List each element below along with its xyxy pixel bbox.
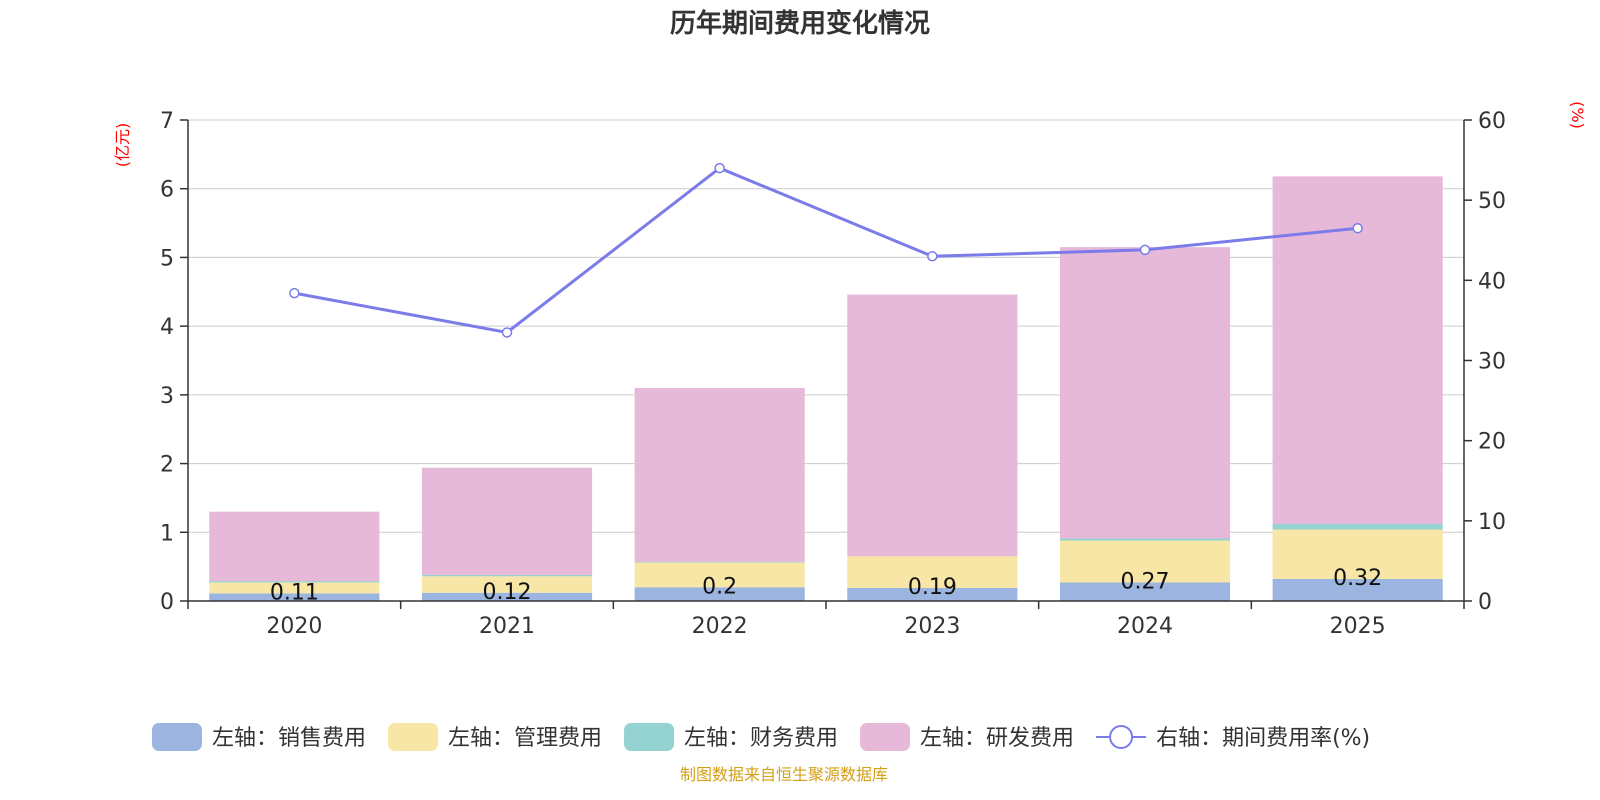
right-tick-label: 60 [1478, 109, 1506, 134]
legend-swatch-1 [152, 723, 202, 751]
left-tick-label: 5 [160, 246, 174, 271]
x-tick-label: 2021 [479, 614, 535, 639]
legend-swatch-4 [860, 723, 911, 751]
bar-value-label: 0.19 [908, 575, 957, 600]
right-tick-label: 30 [1478, 350, 1506, 375]
rate-point-2021 [501, 327, 513, 338]
x-tick-label: 2025 [1330, 614, 1386, 639]
bar-4-2024 [1059, 247, 1231, 539]
rate-line [294, 166, 1358, 335]
right-axis-unit: (%) [1568, 101, 1587, 129]
bar-2-2020 [209, 582, 380, 594]
left-tick-label: 6 [160, 178, 174, 203]
legend-label-4: 左轴：研发费用 [920, 726, 1074, 751]
bar-value-label: 0.2 [702, 574, 737, 599]
rate-point-2025 [1352, 222, 1363, 234]
bar-2-2023 [847, 556, 1018, 588]
rate-point-2020 [289, 287, 300, 299]
legend-label-5: 右轴：期间费用率(%) [1156, 726, 1370, 751]
legend-marker-icon [1109, 725, 1134, 749]
right-tick-label: 0 [1478, 590, 1492, 615]
left-tick-label: 2 [160, 453, 174, 478]
bar-value-label: 0.12 [483, 580, 532, 605]
source-note: 制图数据来自恒生聚源数据库 [680, 765, 888, 784]
bar-4-2022 [634, 387, 805, 562]
axes: 0 1 2 3 4 5 6 7 0 10 20 30 40 50 60 2020 2021 2022 2023 202… [160, 109, 1506, 639]
legend-label-1: 左轴：销售费用 [212, 726, 366, 751]
left-axis-unit: (亿元) [113, 123, 132, 168]
left-tick-label: 0 [160, 590, 174, 615]
bar-3-2022 [634, 561, 805, 563]
left-tick-label: 7 [160, 109, 174, 134]
bar-3-2021 [421, 574, 593, 577]
left-tick-label: 4 [160, 315, 174, 340]
chart-title: 历年期间费用变化情况 [670, 8, 930, 39]
data-labels: 0.11 0.12 0.2 0.19 0.27 0.32 [270, 566, 1382, 605]
legend-swatch-2 [388, 723, 439, 751]
bar-1-2025 [1272, 579, 1443, 601]
bar-2-2021 [421, 576, 593, 593]
right-tick-label: 20 [1478, 430, 1506, 455]
bar-2-2022 [634, 562, 805, 588]
x-tick-label: 2022 [692, 614, 748, 639]
right-tick-label: 50 [1478, 189, 1506, 214]
bar-3-2020 [209, 581, 380, 583]
bar-3-2025 [1272, 524, 1443, 530]
x-tick-label: 2024 [1117, 614, 1173, 639]
rate-line-series [289, 162, 1363, 338]
bar-1-2023 [847, 587, 1018, 601]
rate-point-2024 [1139, 244, 1151, 256]
grid-lines [188, 119, 1464, 533]
legend-label-3: 左轴：财务费用 [684, 726, 838, 751]
bar-value-label: 0.11 [270, 580, 319, 605]
bar-4-2023 [847, 294, 1018, 557]
rate-point-2023 [927, 251, 938, 262]
legend-label-2: 左轴：管理费用 [448, 726, 602, 751]
rate-point-2022 [714, 162, 725, 174]
legend-swatch-3 [624, 723, 675, 751]
left-tick-label: 3 [160, 384, 174, 409]
legend: 左轴：销售费用 左轴：管理费用 左轴：财务费用 左轴：研发费用 右轴：期间费用率(%) [152, 723, 1370, 751]
bar-1-2021 [421, 592, 593, 601]
x-tick-label: 2020 [266, 614, 322, 639]
right-tick-label: 10 [1478, 510, 1506, 535]
bar-series [209, 176, 1443, 601]
bar-1-2024 [1059, 582, 1231, 601]
bar-value-label: 0.27 [1121, 569, 1170, 594]
bar-4-2021 [421, 467, 593, 575]
bar-4-2020 [209, 511, 380, 582]
bar-2-2025 [1272, 529, 1443, 580]
x-tick-label: 2023 [904, 614, 960, 639]
bar-3-2024 [1059, 538, 1231, 541]
left-tick-label: 1 [160, 521, 174, 546]
bar-value-label: 0.32 [1333, 566, 1382, 591]
right-tick-label: 40 [1478, 269, 1506, 294]
bar-1-2020 [209, 593, 380, 601]
bar-2-2024 [1059, 540, 1231, 583]
bar-1-2022 [634, 587, 805, 601]
